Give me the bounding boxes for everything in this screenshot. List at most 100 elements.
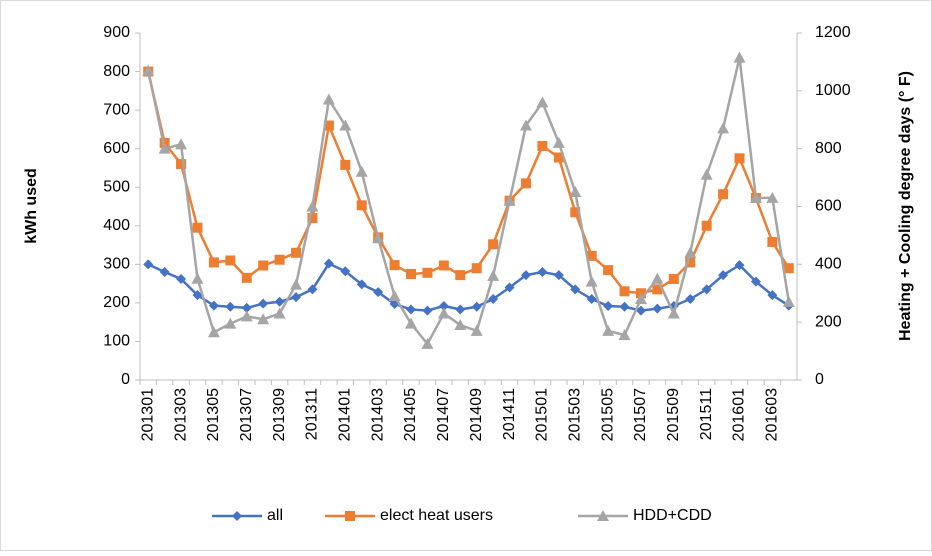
y-tick-label: 600 bbox=[103, 140, 130, 157]
data-point bbox=[652, 303, 663, 314]
y-tick-label: 900 bbox=[103, 24, 130, 41]
data-point bbox=[585, 275, 598, 287]
data-point bbox=[323, 258, 334, 269]
data-point bbox=[767, 290, 778, 301]
data-point bbox=[274, 254, 285, 265]
data-point bbox=[323, 120, 334, 131]
y-tick-label: 100 bbox=[103, 333, 130, 350]
x-tick-label: 201409 bbox=[468, 388, 485, 441]
legend-label: all bbox=[267, 507, 283, 524]
data-point bbox=[733, 51, 746, 63]
data-point bbox=[488, 239, 499, 250]
data-point bbox=[455, 270, 466, 281]
data-point bbox=[258, 260, 269, 271]
data-point bbox=[586, 250, 597, 261]
data-point bbox=[192, 222, 203, 233]
data-point bbox=[307, 213, 318, 224]
data-point bbox=[717, 122, 730, 134]
data-point bbox=[520, 270, 531, 281]
y2-tick-label: 400 bbox=[815, 256, 842, 273]
y-axis-title: kWh used bbox=[23, 168, 40, 244]
x-tick-label: 201305 bbox=[205, 388, 222, 441]
y2-tick-label: 1200 bbox=[815, 24, 851, 41]
data-point bbox=[405, 317, 418, 329]
y-tick-label: 200 bbox=[103, 294, 130, 311]
x-tick-label: 201307 bbox=[238, 388, 255, 441]
data-point bbox=[307, 284, 318, 295]
data-point bbox=[470, 324, 483, 336]
data-point bbox=[373, 287, 384, 298]
data-point bbox=[634, 293, 647, 305]
data-point bbox=[355, 165, 368, 177]
x-tick-label: 201501 bbox=[534, 388, 551, 441]
x-tick-label: 201601 bbox=[731, 388, 748, 441]
data-point bbox=[749, 191, 762, 203]
data-point bbox=[536, 96, 549, 108]
y-tick-label: 800 bbox=[103, 63, 130, 80]
data-point bbox=[291, 292, 302, 303]
data-point bbox=[553, 270, 564, 281]
data-point bbox=[176, 273, 187, 284]
data-point bbox=[257, 313, 270, 325]
data-point bbox=[603, 300, 614, 311]
data-point bbox=[519, 119, 532, 131]
data-point bbox=[782, 295, 795, 307]
y2-tick-label: 600 bbox=[815, 198, 842, 215]
series-line bbox=[146, 57, 791, 347]
data-point bbox=[340, 266, 351, 277]
data-point bbox=[175, 138, 188, 150]
x-tick-label: 201505 bbox=[599, 388, 616, 441]
data-point bbox=[734, 153, 745, 164]
data-point bbox=[207, 326, 220, 338]
data-point bbox=[454, 319, 467, 331]
data-point bbox=[685, 294, 696, 305]
data-point bbox=[224, 317, 237, 329]
data-point bbox=[552, 136, 565, 148]
data-point bbox=[241, 302, 252, 313]
y-tick-label: 400 bbox=[103, 217, 130, 234]
data-point bbox=[701, 220, 712, 231]
series-line bbox=[147, 261, 790, 312]
y2-tick-label: 800 bbox=[815, 140, 842, 157]
x-tick-label: 201407 bbox=[435, 388, 452, 441]
data-point bbox=[142, 64, 155, 76]
data-point bbox=[570, 207, 581, 218]
data-point bbox=[422, 267, 433, 278]
data-point bbox=[258, 298, 269, 309]
data-point bbox=[438, 260, 449, 271]
data-point bbox=[471, 301, 482, 312]
data-point bbox=[652, 284, 663, 295]
x-tick-label: 201403 bbox=[369, 388, 386, 441]
data-point bbox=[685, 257, 696, 268]
y-tick-label: 300 bbox=[103, 256, 130, 273]
data-point bbox=[651, 272, 664, 284]
legend-label: HDD+CDD bbox=[633, 507, 712, 524]
x-tick-label: 201511 bbox=[698, 388, 715, 440]
data-point bbox=[356, 200, 367, 211]
data-point bbox=[406, 304, 417, 315]
data-point bbox=[438, 300, 449, 311]
data-point bbox=[422, 305, 433, 316]
data-point bbox=[767, 236, 778, 247]
data-point bbox=[274, 296, 285, 307]
data-point bbox=[356, 279, 367, 290]
y2-tick-label: 200 bbox=[815, 313, 842, 330]
series-line bbox=[146, 71, 790, 295]
data-point bbox=[225, 301, 236, 312]
data-point bbox=[537, 267, 548, 278]
data-point bbox=[208, 300, 219, 311]
data-point bbox=[619, 286, 630, 297]
data-point bbox=[684, 246, 697, 258]
data-point bbox=[750, 276, 761, 287]
legend-marker bbox=[232, 511, 242, 521]
data-point bbox=[143, 259, 154, 270]
data-point bbox=[421, 337, 434, 349]
data-point bbox=[471, 263, 482, 274]
data-point bbox=[339, 119, 352, 131]
data-point bbox=[322, 93, 335, 105]
x-tick-label: 201503 bbox=[566, 388, 583, 441]
data-point bbox=[619, 301, 630, 312]
data-point bbox=[158, 142, 171, 154]
